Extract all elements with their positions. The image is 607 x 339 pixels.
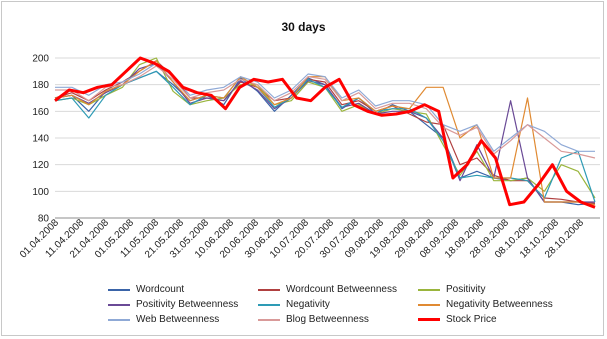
legend-item: Negativity Betweenness — [418, 299, 568, 310]
legend-label: Positivity — [446, 284, 486, 295]
legend-swatch — [108, 303, 130, 306]
legend: Wordcount Wordcount Betweenness Positivity… — [108, 284, 568, 325]
legend-swatch — [258, 288, 280, 291]
legend-item: Wordcount Betweenness — [258, 284, 418, 295]
y-tick-label: 140 — [32, 134, 49, 145]
y-tick-label: 180 — [32, 80, 49, 91]
x-axis-ticks: 01.04.200811.04.200821.04.200801.05.2008… — [18, 217, 586, 260]
series-lines — [54, 56, 596, 209]
legend-swatch — [108, 288, 130, 291]
chart-title: 30 days — [281, 20, 326, 34]
legend-swatch — [418, 303, 440, 306]
series-line-web-betweenness — [55, 62, 595, 152]
legend-label: Wordcount — [136, 284, 185, 295]
y-axis-ticks: 80 100 120 140 160 180 200 — [32, 54, 49, 225]
y-tick-label: 160 — [32, 107, 49, 118]
legend-label: Stock Price — [446, 314, 497, 325]
legend-label: Blog Betweenness — [286, 314, 369, 325]
legend-swatch — [418, 318, 440, 321]
y-tick-label: 80 — [38, 214, 50, 225]
legend-item: Positivity Betweenness — [108, 299, 258, 310]
legend-label: Wordcount Betweenness — [286, 284, 397, 295]
legend-swatch — [258, 318, 280, 321]
legend-item: Positivity — [418, 284, 568, 295]
legend-item: Web Betweenness — [108, 314, 258, 325]
legend-label: Web Betweenness — [136, 314, 220, 325]
legend-label: Positivity Betweenness — [136, 299, 239, 310]
series-line-stock-price — [54, 56, 596, 209]
legend-swatch — [108, 318, 130, 321]
series-line-wordcount-betweenness — [54, 60, 596, 204]
y-tick-label: 120 — [32, 160, 49, 171]
legend-swatch — [418, 288, 440, 291]
legend-item: Wordcount — [108, 284, 258, 295]
legend-item: Negativity — [258, 299, 418, 310]
legend-item: Stock Price — [418, 314, 568, 325]
legend-item: Blog Betweenness — [258, 314, 418, 325]
series-line-blog-betweenness — [55, 65, 596, 159]
y-tick-label: 200 — [32, 54, 49, 65]
series-line-positivity-betweenness — [54, 62, 595, 203]
legend-label: Negativity — [286, 299, 330, 310]
legend-swatch — [258, 303, 280, 306]
legend-label: Negativity Betweenness — [446, 299, 553, 310]
y-tick-label: 100 — [32, 187, 49, 198]
series-line-negativity — [54, 70, 596, 203]
